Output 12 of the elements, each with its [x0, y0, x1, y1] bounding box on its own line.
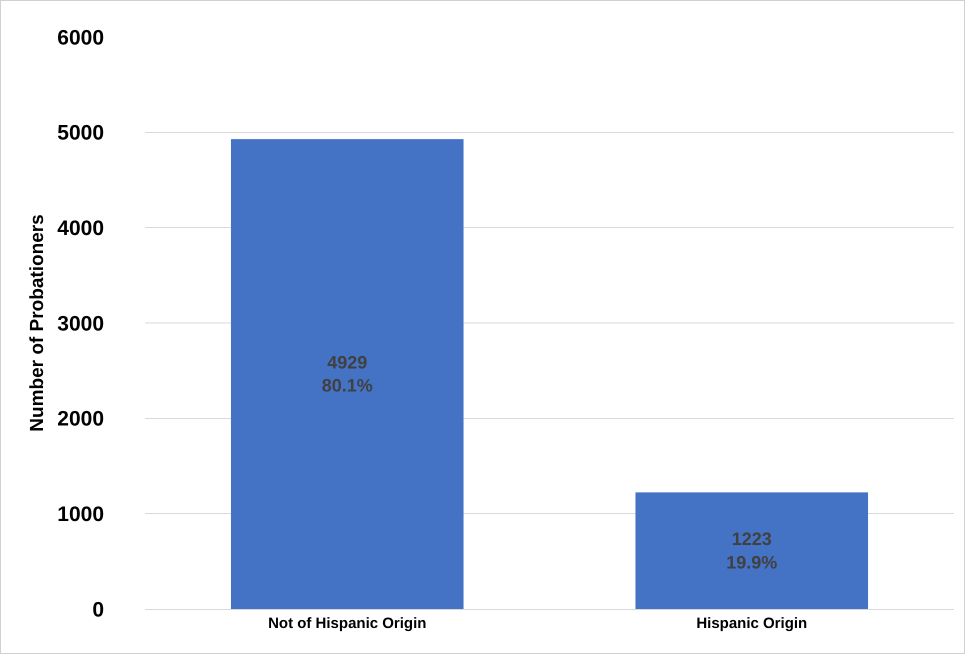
- x-tick-label: Not of Hispanic Origin: [268, 615, 426, 632]
- y-tick-label: 4000: [57, 217, 104, 240]
- data-label: 4929 80.1%: [322, 352, 373, 396]
- y-tick-label: 6000: [57, 26, 104, 50]
- data-label: 1223 19.9%: [726, 529, 778, 572]
- x-tick-label: Hispanic Origin: [696, 615, 808, 632]
- y-tick-label: 2000: [57, 408, 104, 431]
- y-tick-label: 3000: [57, 312, 104, 336]
- y-axis-title: Number of Probationers: [27, 214, 48, 432]
- y-tick-label: 0: [92, 598, 104, 622]
- y-tick-label: 1000: [57, 503, 104, 526]
- y-tick-label: 5000: [57, 122, 104, 145]
